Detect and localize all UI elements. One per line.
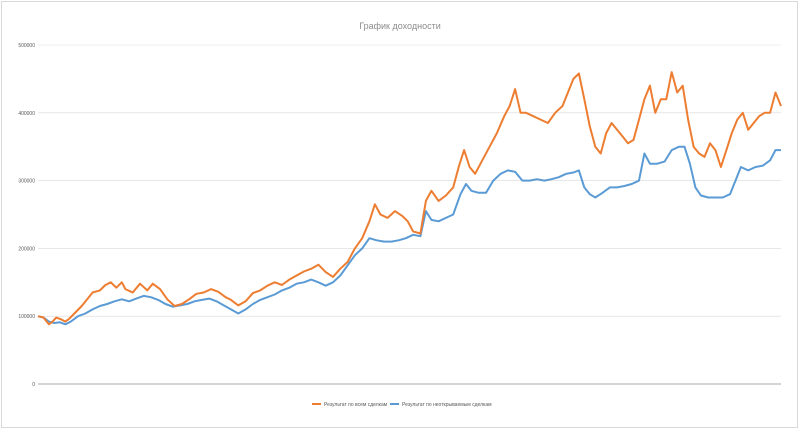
- y-tick-label: 100000: [18, 314, 35, 320]
- series-line-1: [37, 71, 782, 326]
- y-tick-label: 200000: [18, 246, 35, 252]
- gridlines: [38, 44, 781, 317]
- y-tick-label: 300000: [18, 179, 35, 185]
- legend: Результат по всем сделкам Результат по не…: [312, 402, 492, 408]
- y-tick-label: 400000: [18, 111, 35, 117]
- y-axis-ticks: 0 100000 200000 300000 400000 500000: [18, 43, 35, 388]
- series-line-2: [37, 145, 781, 326]
- y-tick-label: 0: [32, 382, 35, 388]
- legend-label: Результат по всем сделкам: [324, 402, 388, 408]
- series-lines: [37, 71, 782, 326]
- legend-label: Результат по неоткрываемым сделкам: [402, 402, 492, 408]
- chart-title: График доходности: [359, 21, 441, 31]
- y-tick-label: 500000: [18, 43, 35, 49]
